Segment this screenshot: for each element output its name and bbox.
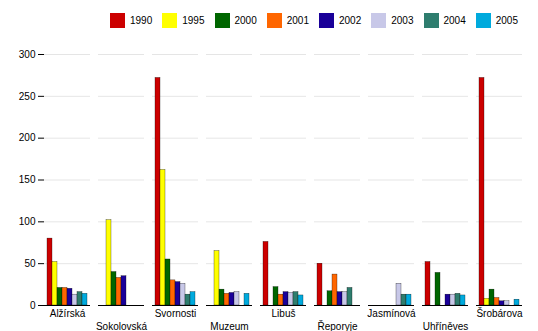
html-text:2004: 2004 [443,15,466,26]
html-text:2005: 2005 [495,15,518,26]
svg-text:300: 300 [19,49,36,60]
html-text:1995: 1995 [182,15,205,26]
html-text:2003: 2003 [391,15,414,26]
html-text:2002: 2002 [339,15,362,26]
svg-text:150: 150 [19,174,36,185]
svg-text:Sokolovská: Sokolovská [96,321,148,331]
svg-text:250: 250 [19,91,36,102]
html-text:2000: 2000 [234,15,257,26]
svg-text:0: 0 [30,300,36,311]
svg-text:Šrobárova: Šrobárova [476,307,523,319]
svg-text:Muzeum: Muzeum [210,321,248,331]
svg-text:Řeporyje: Řeporyje [317,320,357,331]
svg-text:50: 50 [24,258,36,269]
svg-text:Svornosti: Svornosti [155,308,197,319]
svg-text:Alžírská: Alžírská [50,308,86,319]
svg-text:Uhříněves: Uhříněves [423,321,469,331]
svg-text:200: 200 [19,132,36,143]
html-text:2001: 2001 [286,15,309,26]
svg-text:Jasmínová: Jasmínová [367,308,416,319]
html-text:1990: 1990 [130,15,153,26]
svg-text:100: 100 [19,216,36,227]
svg-text:Libuš: Libuš [272,308,296,319]
